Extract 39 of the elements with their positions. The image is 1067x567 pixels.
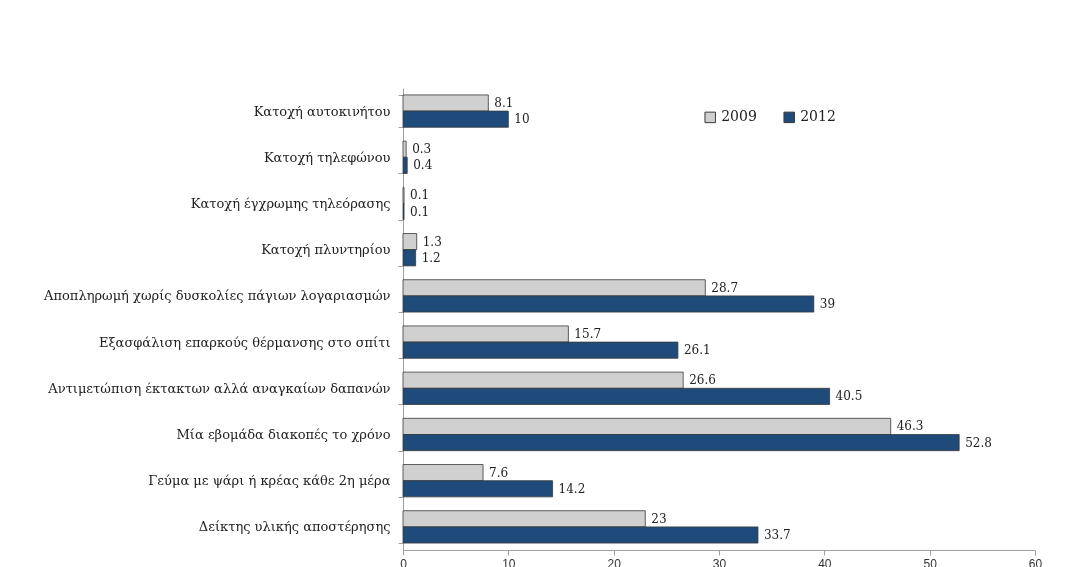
legend-label: 2009 xyxy=(721,108,757,125)
data-label: 7.6 xyxy=(489,465,509,480)
data-label: 46.3 xyxy=(896,419,924,434)
data-label: 0.3 xyxy=(412,142,432,157)
x-tick-label: 20 xyxy=(607,556,622,567)
data-label: 15.7 xyxy=(574,327,602,342)
y-tick-label: Εξασφάλιση επαρκούς θέρμανσης στο σπίτι xyxy=(98,334,391,350)
data-label: 52.8 xyxy=(965,435,992,450)
x-tick-label: 10 xyxy=(502,556,516,567)
y-tick-label: Αντιμετώπιση έκτακτων αλλά αναγκαίων δαπανών xyxy=(47,380,391,396)
x-tick-label: 40 xyxy=(818,556,832,567)
x-tick-label: 30 xyxy=(712,556,727,567)
data-label: 33.7 xyxy=(763,527,791,542)
data-label: 1.3 xyxy=(422,234,442,249)
y-tick-label: Αποπληρωμή χωρίς δυσκολίες πάγιων λογαριασμών xyxy=(43,288,391,304)
legend-label: 2012 xyxy=(800,108,836,125)
data-label: 39 xyxy=(819,296,836,311)
data-label: 23 xyxy=(651,511,667,526)
y-tick-label: Κατοχή πλυντηρίου xyxy=(261,242,391,258)
y-tick-label: Γεύμα με ψάρι ή κρέας κάθε 2η μέρα xyxy=(148,473,391,489)
y-tick-label: Κατοχή τηλεφώνου xyxy=(263,149,391,165)
data-label: 14.2 xyxy=(558,481,586,496)
x-tick-label: 0 xyxy=(400,556,408,567)
data-label: 10 xyxy=(514,112,530,127)
data-label: 26.6 xyxy=(689,373,716,388)
data-label: 0.1 xyxy=(410,188,430,203)
x-tick-label: 60 xyxy=(1028,556,1043,567)
data-label: 40.5 xyxy=(835,389,863,404)
data-label: 8.1 xyxy=(494,96,514,111)
data-label: 0.4 xyxy=(413,158,433,173)
y-tick-label: Μία εβομάδα διακοπές το χρόνο xyxy=(176,427,391,442)
data-label: 28.7 xyxy=(711,280,739,295)
data-label: 26.1 xyxy=(683,343,711,358)
y-tick-label: Κατοχή έγχρωμης τηλεόρασης xyxy=(190,196,391,211)
x-tick-label: 50 xyxy=(923,556,938,567)
y-tick-label: Δείκτης υλικής αποστέρησης xyxy=(198,519,391,535)
data-label: 0.1 xyxy=(410,204,430,219)
y-tick-label: Κατοχή αυτοκινήτου xyxy=(253,103,391,119)
data-label: 1.2 xyxy=(421,250,441,265)
